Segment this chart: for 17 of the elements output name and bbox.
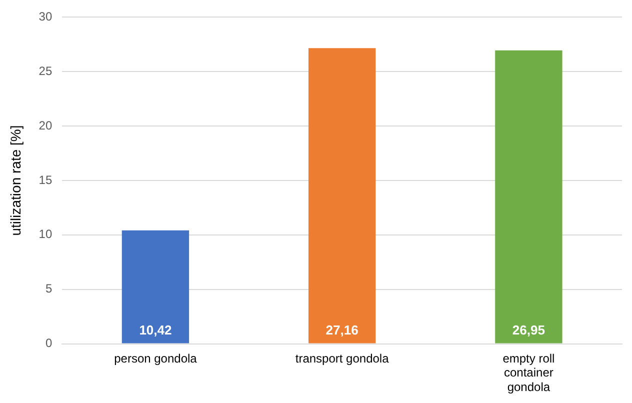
y-tick-label: 30: [38, 10, 52, 24]
x-tick-label: empty roll container gondola: [502, 351, 555, 394]
y-tick-label: 10: [38, 227, 52, 242]
data-label: 27,16: [326, 322, 358, 338]
bar: [122, 230, 190, 344]
y-tick-label: 15: [38, 172, 52, 187]
y-tick-label: 5: [45, 282, 52, 296]
x-tick-label: transport gondola: [295, 351, 390, 366]
data-label: 26,95: [512, 322, 545, 338]
bar: [495, 50, 562, 344]
y-tick-label: 0: [45, 336, 52, 350]
bar: [308, 48, 376, 344]
y-tick-label: 20: [38, 118, 52, 132]
x-tick-label: person gondola: [114, 351, 198, 366]
y-tick-label: 25: [38, 64, 52, 78]
data-label: 10,42: [139, 322, 172, 338]
y-axis-title: utilization rate [%]: [7, 125, 24, 236]
